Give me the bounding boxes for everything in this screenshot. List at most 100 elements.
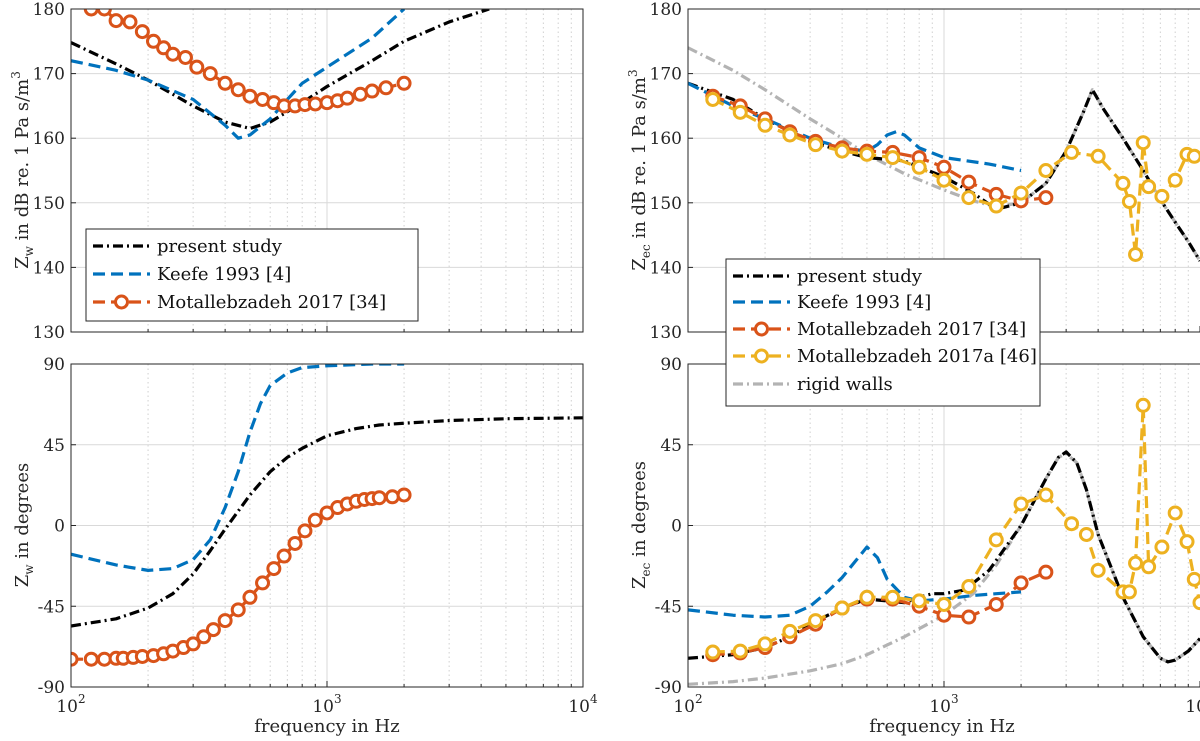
series-bl	[71, 364, 583, 667]
data-point-motallebzadeh-2017-34	[352, 86, 368, 102]
data-point-motallebzadeh-2017a-46	[1186, 571, 1200, 587]
data-point-motallebzadeh-2017-34	[230, 602, 246, 618]
data-point-motallebzadeh-2017-34	[297, 523, 313, 539]
data-point-motallebzadeh-2017-34	[217, 613, 233, 629]
ytick-label: 180	[33, 0, 65, 20]
data-point-motallebzadeh-2017-34	[96, 9, 112, 17]
ytick-label: 140	[650, 258, 682, 278]
data-point-motallebzadeh-2017a-46	[732, 104, 748, 120]
data-point-motallebzadeh-2017a-46	[988, 198, 1004, 214]
yticks-bl: -90 -45 0 45 90	[38, 355, 76, 698]
data-point-motallebzadeh-2017-34	[177, 49, 193, 65]
data-point-motallebzadeh-2017-34	[961, 174, 977, 190]
data-point-motallebzadeh-2017a-46	[1090, 148, 1106, 164]
data-point-motallebzadeh-2017a-46	[1128, 246, 1144, 262]
legend-tl: present study Keefe 1993 [4] Motallebzad…	[85, 228, 419, 322]
ytick-label: 90	[43, 355, 65, 375]
data-point-motallebzadeh-2017a-46	[808, 137, 824, 153]
yticks-br: -90 -45 0 45 90	[655, 355, 693, 698]
series-tl	[71, 9, 490, 140]
data-point-motallebzadeh-2017-34	[384, 489, 400, 505]
xlabel-br: frequency in Hz	[869, 716, 1015, 737]
data-point-motallebzadeh-2017-34	[185, 636, 201, 652]
data-point-motallebzadeh-2017a-46	[1090, 562, 1106, 578]
data-point-motallebzadeh-2017a-46	[936, 596, 952, 612]
data-point-motallebzadeh-2017a-46	[911, 159, 927, 175]
ytick-label: 130	[33, 323, 65, 343]
yticks-tr: 130 140 150 160 170 180	[650, 0, 693, 343]
ytick-label: 130	[650, 323, 682, 343]
series-br	[688, 397, 1200, 686]
data-point-motallebzadeh-2017-34	[134, 24, 150, 40]
data-point-motallebzadeh-2017a-46	[782, 127, 798, 143]
ytick-label: 170	[33, 65, 65, 85]
data-point-motallebzadeh-2017a-46	[911, 593, 927, 609]
panel-top-right: 130 140 150 160 170 180 Zec in dB re. 1 Pa s/…	[626, 0, 1200, 343]
data-point-motallebzadeh-2017a-46	[1192, 595, 1200, 611]
ytick-label: 170	[650, 65, 682, 85]
ytick-label: 0	[671, 517, 682, 537]
data-point-motallebzadeh-2017a-46	[1064, 144, 1080, 160]
data-point-motallebzadeh-2017-34	[1013, 575, 1029, 591]
data-point-motallebzadeh-2017a-46	[705, 91, 721, 107]
data-point-motallebzadeh-2017-34	[108, 13, 124, 29]
data-point-motallebzadeh-2017-34	[276, 548, 292, 564]
ytick-label: -90	[38, 678, 65, 698]
ylabel-tl: Zw in dB re. 1 Pa s/m3	[9, 71, 36, 269]
ytick-label: 140	[33, 258, 65, 278]
data-point-motallebzadeh-2017a-46	[1154, 188, 1170, 204]
data-point-motallebzadeh-2017a-46	[1121, 584, 1137, 600]
data-point-motallebzadeh-2017-34	[83, 651, 99, 667]
ytick-label: 180	[650, 0, 682, 20]
data-point-motallebzadeh-2017a-46	[1167, 505, 1183, 521]
legend-right: present study Keefe 1993 [4] Motallebzad…	[725, 258, 1041, 407]
data-point-motallebzadeh-2017a-46	[1135, 135, 1151, 151]
legend-marker-motala-r	[754, 348, 769, 364]
grid-bl	[71, 364, 583, 687]
data-point-motallebzadeh-2017-34	[307, 512, 323, 528]
legend-label-motal-r: Motallebzadeh 2017 [34]	[797, 319, 1026, 340]
panel-bottom-right: -90 -45 0 45 90 102 103 101 Zec in degrees fre…	[629, 355, 1200, 737]
data-point-motallebzadeh-2017a-46	[1064, 516, 1080, 532]
data-point-motallebzadeh-2017a-46	[732, 643, 748, 659]
ytick-label: 45	[43, 436, 65, 456]
data-point-motallebzadeh-2017-34	[371, 490, 387, 506]
data-point-motallebzadeh-2017a-46	[1135, 397, 1151, 413]
xlabel-bl: frequency in Hz	[254, 716, 400, 737]
yticks-tl: 130 140 150 160 170 180	[33, 0, 76, 343]
ytick-label: -90	[655, 678, 682, 698]
ytick-label: 160	[650, 129, 682, 149]
data-point-motallebzadeh-2017a-46	[1141, 559, 1157, 575]
data-point-motallebzadeh-2017-34	[988, 596, 1004, 612]
data-point-motallebzadeh-2017-34	[83, 9, 99, 17]
legend-label-rigid-r: rigid walls	[797, 374, 893, 395]
data-point-motallebzadeh-2017a-46	[757, 636, 773, 652]
data-point-motallebzadeh-2017a-46	[885, 589, 901, 605]
legend-label-present-r: present study	[797, 266, 923, 287]
xtick-label: 101	[1185, 692, 1200, 717]
data-point-motallebzadeh-2017a-46	[1013, 496, 1029, 512]
data-point-motallebzadeh-2017-34	[255, 575, 271, 591]
data-point-motallebzadeh-2017-34	[242, 88, 258, 104]
data-point-motallebzadeh-2017-34	[189, 59, 205, 75]
data-point-motallebzadeh-2017a-46	[1141, 179, 1157, 195]
panel-top-left: 130 140 150 160 170 180 Zw in dB re. 1 Pa s/m…	[9, 0, 584, 343]
series-line-motallebzadeh-2017-34	[71, 493, 405, 661]
data-point-motallebzadeh-2017a-46	[1128, 555, 1144, 571]
data-point-motallebzadeh-2017a-46	[1078, 526, 1094, 542]
data-point-motallebzadeh-2017-34	[230, 82, 246, 98]
xtick-label: 104	[568, 692, 598, 717]
data-point-motallebzadeh-2017a-46	[859, 589, 875, 605]
data-point-motallebzadeh-2017a-46	[782, 623, 798, 639]
data-point-motallebzadeh-2017-34	[266, 561, 282, 577]
data-point-motallebzadeh-2017-34	[217, 75, 233, 91]
xticks-br: 102 103 101	[673, 681, 1200, 717]
ytick-label: 150	[650, 194, 682, 214]
xtick-label: 102	[673, 692, 702, 717]
panel-bottom-left: -90 -45 0 45 90 102 103 104 Zw in degrees freq…	[12, 355, 598, 737]
data-point-motallebzadeh-2017a-46	[808, 613, 824, 629]
series-line-keefe-1993-4	[688, 545, 1022, 619]
data-point-motallebzadeh-2017-34	[378, 80, 394, 96]
xticks-tl	[70, 326, 584, 332]
data-point-motallebzadeh-2017a-46	[1186, 148, 1200, 164]
